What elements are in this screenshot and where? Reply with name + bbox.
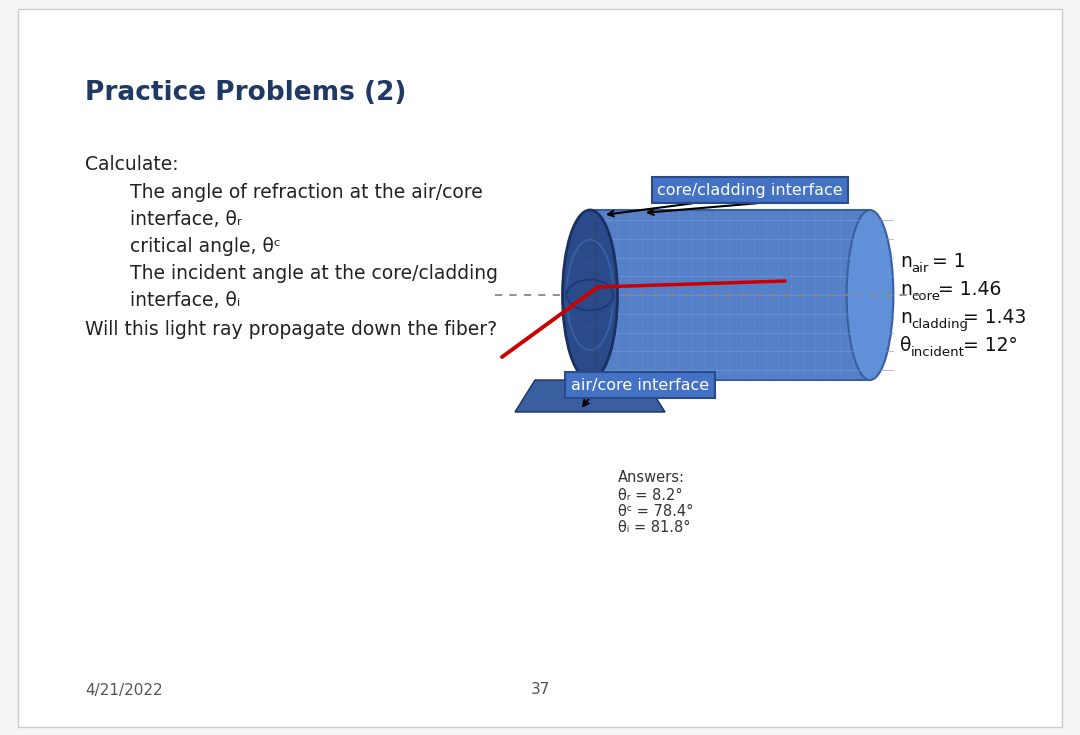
Text: = 12°: = 12° (962, 336, 1017, 355)
Text: θᶜ = 78.4°: θᶜ = 78.4° (618, 504, 693, 519)
FancyBboxPatch shape (18, 9, 1062, 727)
Text: = 1.46: = 1.46 (937, 280, 1001, 299)
Text: n: n (900, 252, 912, 271)
Text: incident: incident (912, 346, 964, 359)
Text: Practice Problems (2): Practice Problems (2) (85, 80, 406, 106)
Text: interface, θᵣ: interface, θᵣ (130, 210, 242, 229)
Text: The incident angle at the core/cladding: The incident angle at the core/cladding (130, 264, 498, 283)
Ellipse shape (563, 210, 618, 380)
Text: θ: θ (900, 336, 912, 355)
Text: critical angle, θᶜ: critical angle, θᶜ (130, 237, 281, 256)
Text: air/core interface: air/core interface (571, 378, 710, 392)
Text: θᵣ = 8.2°: θᵣ = 8.2° (618, 488, 683, 503)
Text: θᵢ = 81.8°: θᵢ = 81.8° (618, 520, 690, 535)
Polygon shape (515, 380, 665, 412)
Text: air: air (912, 262, 929, 275)
Text: n: n (900, 308, 912, 327)
Text: The angle of refraction at the air/core: The angle of refraction at the air/core (130, 183, 483, 202)
Text: interface, θᵢ: interface, θᵢ (130, 291, 240, 310)
Text: = 1.43: = 1.43 (962, 308, 1026, 327)
Text: Will this light ray propagate down the fiber?: Will this light ray propagate down the f… (85, 320, 497, 339)
Text: cladding: cladding (912, 318, 968, 331)
Text: core: core (912, 290, 940, 303)
Ellipse shape (847, 210, 893, 380)
Text: Calculate:: Calculate: (85, 155, 178, 174)
Text: Answers:: Answers: (618, 470, 685, 485)
Text: = 1: = 1 (932, 252, 966, 271)
Text: 37: 37 (530, 683, 550, 698)
Text: n: n (900, 280, 912, 299)
Text: core/cladding interface: core/cladding interface (658, 182, 842, 198)
Text: 4/21/2022: 4/21/2022 (85, 683, 163, 698)
Bar (590, 210, 870, 380)
